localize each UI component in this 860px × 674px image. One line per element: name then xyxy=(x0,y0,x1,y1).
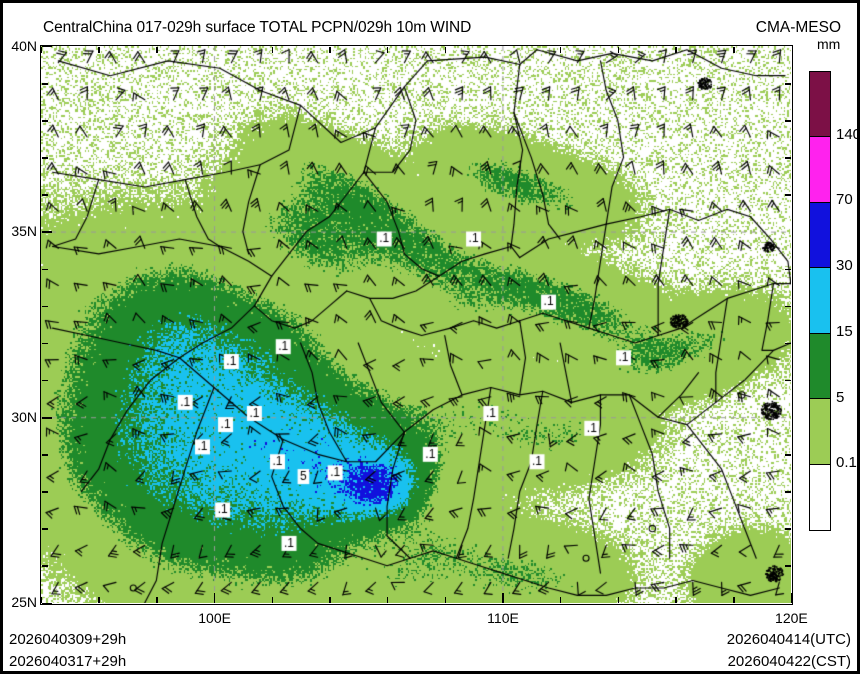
lat-tick-minor xyxy=(41,379,48,382)
lat-tick-major-30N xyxy=(41,417,52,419)
colorbar-tick-label-140: 140 xyxy=(836,125,860,143)
lat-tick-minor xyxy=(785,454,792,456)
lat-tick-minor xyxy=(41,342,48,345)
lat-tick-minor xyxy=(785,565,792,568)
lon-tick-major-100E xyxy=(213,593,216,604)
colorbar-band xyxy=(810,268,830,334)
colorbar-band xyxy=(810,399,830,465)
lon-tick-minor xyxy=(559,597,562,604)
lat-label-35N: 35N xyxy=(11,223,37,240)
map-plot-area[interactable] xyxy=(40,45,793,605)
lat-tick-minor xyxy=(785,305,792,308)
lat-label-40N: 40N xyxy=(11,37,37,54)
lon-tick-minor xyxy=(40,46,43,53)
lon-tick-minor xyxy=(271,46,274,53)
lon-tick-minor xyxy=(386,597,389,604)
lon-tick-minor xyxy=(98,46,101,53)
lon-tick-minor xyxy=(617,597,620,604)
lat-tick-major-25N xyxy=(41,602,52,605)
lon-tick-minor xyxy=(156,46,158,53)
lon-tick-minor xyxy=(329,46,331,53)
lon-tick-minor xyxy=(444,597,447,604)
lon-tick-minor xyxy=(40,597,43,604)
lon-tick-minor xyxy=(675,46,677,53)
lat-tick-minor xyxy=(785,120,792,122)
lat-tick-minor xyxy=(785,82,792,85)
colorbar-tick-label-30: 30 xyxy=(836,257,853,275)
lat-tick-minor xyxy=(41,194,48,196)
lon-tick-minor xyxy=(98,597,101,604)
colorbar-tick-label-0.1: 0.1 xyxy=(836,454,857,472)
lat-tick-minor xyxy=(41,82,48,85)
lat-tick-minor xyxy=(41,491,48,493)
lat-tick-minor xyxy=(41,120,48,122)
lon-tick-major-110E xyxy=(502,593,504,604)
colorbar-band xyxy=(810,202,830,269)
lat-tick-minor xyxy=(785,342,792,345)
lon-tick-minor xyxy=(617,46,620,53)
lat-tick-minor xyxy=(41,565,48,568)
footer-init-utc: 2026040309+29h xyxy=(9,631,127,648)
lon-tick-minor xyxy=(444,46,447,53)
lat-tick-minor xyxy=(41,305,48,308)
lat-tick-minor xyxy=(41,157,48,159)
colorbar-band xyxy=(810,72,830,138)
colorbar-band xyxy=(810,464,830,530)
footer-init-cst: 2026040317+29h xyxy=(9,653,127,670)
lat-tick-minor xyxy=(41,268,48,271)
colorbar-tick-label-70: 70 xyxy=(836,191,853,209)
lat-tick-minor xyxy=(785,379,792,382)
lat-tick-minor xyxy=(785,194,792,196)
lon-tick-minor xyxy=(156,597,158,604)
footer-valid-utc: 2026040414(UTC) xyxy=(726,631,851,648)
colorbar-units-label: mm xyxy=(817,36,841,52)
colorbar-band xyxy=(810,137,830,203)
lon-tick-minor xyxy=(732,46,735,53)
lat-tick-minor xyxy=(41,454,48,456)
lon-tick-minor xyxy=(386,46,389,53)
lon-label-110E: 110E xyxy=(487,610,519,626)
page-title: CentralChina 017-029h surface TOTAL PCPN… xyxy=(43,19,472,36)
lat-label-25N: 25N xyxy=(11,594,37,611)
lon-label-100E: 100E xyxy=(198,610,231,626)
lat-tick-minor xyxy=(785,268,792,271)
precipitation-wind-map xyxy=(41,46,791,603)
lon-tick-minor xyxy=(559,46,562,53)
lat-tick-minor xyxy=(785,528,792,530)
lon-tick-minor xyxy=(329,597,331,604)
lon-tick-minor xyxy=(732,597,735,604)
colorbar-tick-label-15: 15 xyxy=(836,322,853,340)
colorbar[interactable] xyxy=(809,71,831,531)
lon-tick-major-120E xyxy=(790,593,793,604)
model-label: CMA-MESO xyxy=(755,19,841,36)
lon-tick-minor xyxy=(675,597,677,604)
footer-valid-cst: 2026040422(CST) xyxy=(727,653,851,670)
lon-tick-minor xyxy=(271,597,274,604)
lat-label-30N: 30N xyxy=(11,408,37,425)
lat-tick-minor xyxy=(785,491,792,493)
colorbar-tick-label-5: 5 xyxy=(836,388,845,406)
lat-tick-major-40N xyxy=(41,45,52,48)
lat-tick-minor xyxy=(785,157,792,159)
lon-label-120E: 120E xyxy=(775,610,808,626)
lat-tick-minor xyxy=(41,528,48,530)
lat-tick-major-35N xyxy=(41,231,52,233)
colorbar-band xyxy=(810,333,830,400)
